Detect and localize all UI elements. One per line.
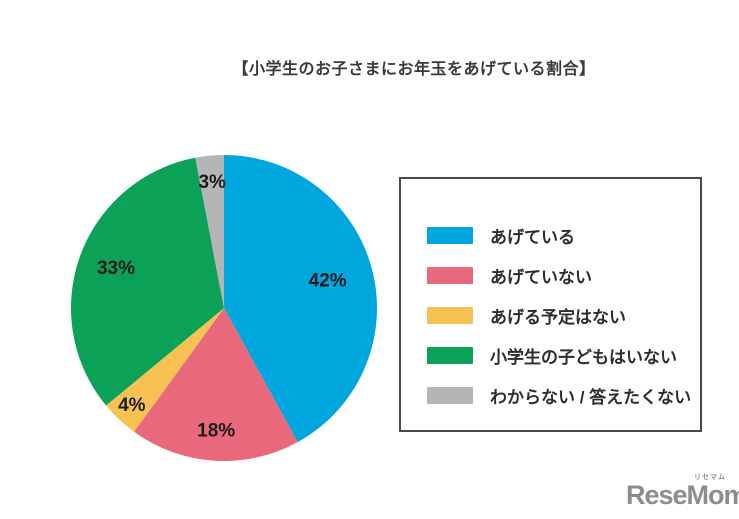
pie-slice: [195, 155, 224, 308]
pie-value-label: 33%: [97, 258, 135, 279]
legend-swatch-yellow: [427, 306, 473, 324]
pie-value-label: 42%: [309, 270, 347, 291]
resemom-logo-text: ReseMom.: [626, 480, 739, 510]
legend-swatch-red: [427, 266, 473, 284]
legend-label: あげている: [490, 227, 575, 247]
legend-item: あげている: [401, 215, 700, 255]
pie-value-label: 3%: [198, 172, 226, 193]
resemom-logo-ruby: リセマム: [694, 474, 726, 481]
legend-swatch-gray: [427, 386, 473, 404]
pie-slice: [106, 308, 224, 432]
pie-value-label: 18%: [197, 421, 235, 442]
legend-swatch-blue: [427, 226, 473, 244]
legend-swatch-green: [427, 346, 473, 364]
resemom-logo: リセマム ReseMom.: [626, 474, 739, 510]
legend-label: 小学生の子どもはいない: [490, 347, 677, 367]
legend-label: あげていない: [490, 267, 592, 287]
legend-item: わからない / 答えたくない: [401, 375, 700, 415]
chart-title: 【小学生のお子さまにお年玉をあげている割合】: [232, 61, 596, 78]
legend-item: あげる予定はない: [401, 295, 700, 335]
legend: あげている あげていない あげる予定はない 小学生の子どもはいない わからない …: [399, 177, 702, 432]
pie-slice: [224, 155, 377, 443]
legend-label: わからない / 答えたくない: [490, 387, 692, 407]
pie-slice: [70, 157, 225, 406]
legend-label: あげる予定はない: [490, 307, 626, 327]
pie-chart: 42% 18% 4% 33% 3%: [70, 155, 377, 461]
legend-item: あげていない: [401, 255, 700, 295]
pie-value-label: 4%: [118, 395, 146, 416]
pie-slice: [134, 308, 298, 461]
legend-item: 小学生の子どもはいない: [401, 335, 700, 375]
